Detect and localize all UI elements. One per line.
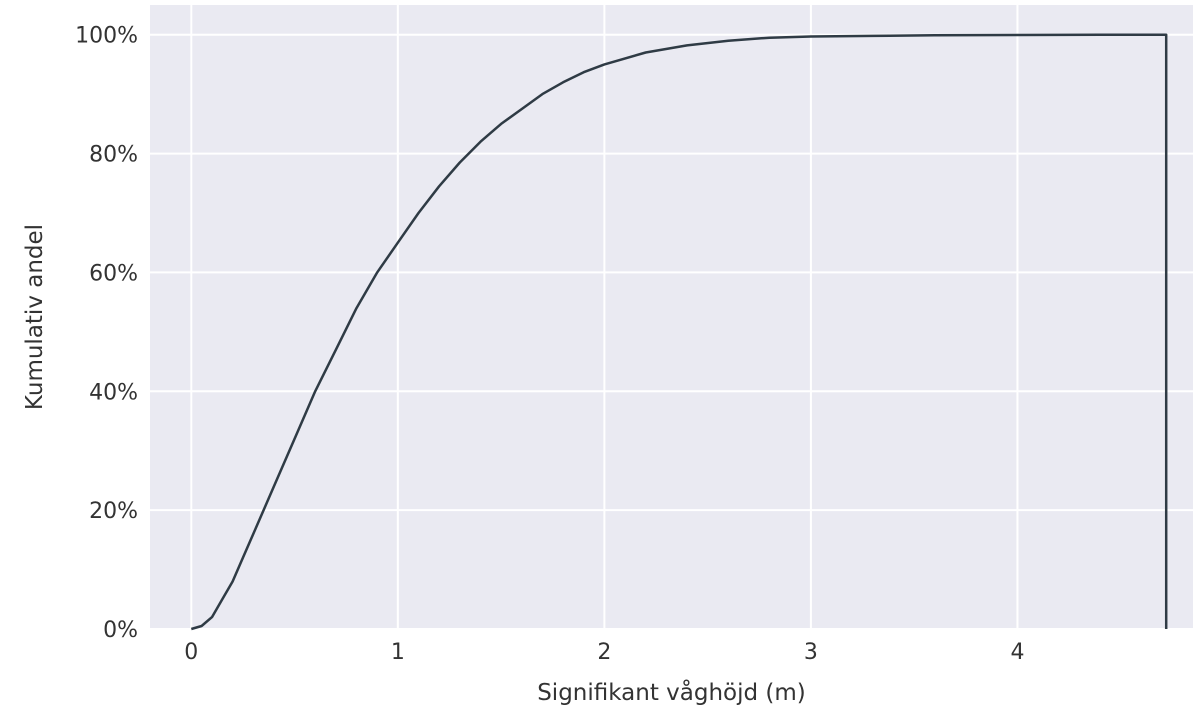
y-tick-label: 20%: [89, 499, 138, 524]
x-tick-label: 1: [391, 640, 405, 665]
y-tick-label: 0%: [103, 618, 138, 643]
y-axis-ticks: 0% 20% 40% 60% 80% 100%: [75, 24, 138, 643]
grid-lines: [150, 5, 1193, 630]
x-tick-label: 3: [804, 640, 818, 665]
y-tick-label: 60%: [89, 261, 138, 286]
y-tick-label: 80%: [89, 143, 138, 168]
cdf-series-line: [190, 33, 1168, 631]
x-axis-label: Signifikant våghöjd (m): [537, 678, 806, 706]
y-axis-label: Kumulativ andel: [22, 224, 48, 410]
y-tick-label: 40%: [89, 380, 138, 405]
x-tick-label: 2: [597, 640, 611, 665]
plot-area: [150, 5, 1193, 629]
x-tick-label: 4: [1010, 640, 1024, 665]
x-axis-ticks: 0 1 2 3 4: [184, 640, 1024, 665]
series-layer: [190, 33, 1168, 631]
x-tick-label: 0: [184, 640, 198, 665]
y-tick-label: 100%: [75, 24, 138, 49]
